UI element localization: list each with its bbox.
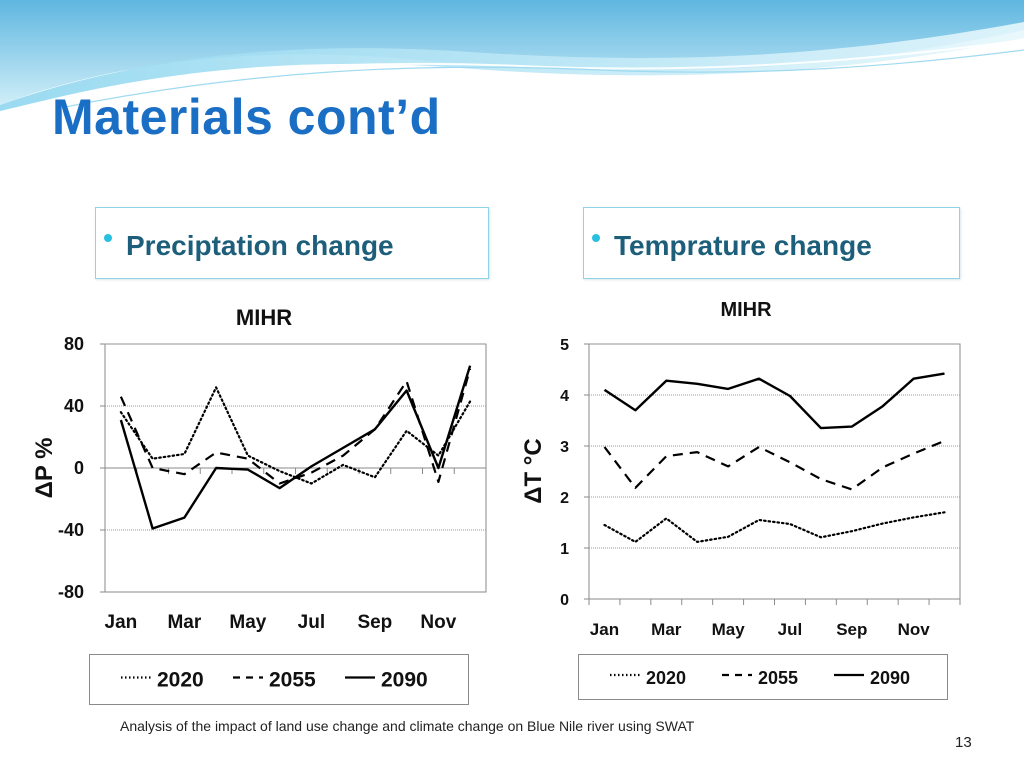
bullet-box-precipitation: Preciptation change xyxy=(95,207,489,279)
header-wave-decoration xyxy=(0,0,1024,113)
temperature-y-tick-label: 4 xyxy=(560,388,569,405)
temperature-legend-label-2090: 2090 xyxy=(870,668,910,688)
precipitation-y-tick-label: -80 xyxy=(58,582,84,602)
temperature-y-tick-label: 3 xyxy=(560,439,569,456)
temperature-x-tick-label: Mar xyxy=(651,620,682,639)
precipitation-legend-box xyxy=(89,654,469,705)
bullet-dot-icon xyxy=(592,234,600,242)
bullet-text-precipitation: Preciptation change xyxy=(126,230,394,261)
temperature-legend-label-2055: 2055 xyxy=(758,668,798,688)
precipitation-series-2090 xyxy=(119,365,472,530)
temperature-series-2020 xyxy=(603,511,946,544)
page-number: 13 xyxy=(955,734,972,751)
precipitation-x-tick-label: Mar xyxy=(167,612,201,633)
temperature-x-tick-label: Sep xyxy=(836,620,867,639)
bullet-box-temperature: Temprature change xyxy=(583,207,960,279)
footer-citation: Analysis of the impact of land use chang… xyxy=(120,718,695,734)
precipitation-legend-label-2020: 2020 xyxy=(157,669,204,692)
bullet-dot-icon xyxy=(104,234,112,242)
temperature-legend-label-2020: 2020 xyxy=(646,668,686,688)
temperature-y-tick-label: 1 xyxy=(560,541,569,558)
precipitation-x-tick-label: Nov xyxy=(420,612,456,633)
temperature-x-tick-label: Jan xyxy=(590,620,619,639)
slide-title: Materials cont’d xyxy=(52,89,441,145)
precipitation-x-tick-label: May xyxy=(229,612,266,633)
precipitation-x-tick-label: Sep xyxy=(357,612,392,633)
precipitation-x-tick-label: Jul xyxy=(298,612,325,633)
precipitation-legend-label-2090: 2090 xyxy=(381,669,428,692)
precipitation-x-tick-label: Jan xyxy=(105,612,138,633)
temperature-x-tick-label: May xyxy=(712,620,746,639)
temperature-plot-area xyxy=(588,343,961,600)
precipitation-y-tick-label: 80 xyxy=(64,334,84,354)
temperature-x-tick-label: Jul xyxy=(778,620,803,639)
precipitation-y-tick-label: 0 xyxy=(74,458,84,478)
precipitation-legend-label-2055: 2055 xyxy=(269,669,316,692)
bullet-text-temperature: Temprature change xyxy=(614,230,872,261)
temperature-x-tick-label: Nov xyxy=(898,620,931,639)
precipitation-y-axis-label: ΔP % xyxy=(31,438,58,499)
temperature-y-tick-label: 5 xyxy=(560,337,569,354)
temperature-y-axis-label: ΔT °C xyxy=(520,438,547,504)
temperature-y-tick-label: 2 xyxy=(560,490,569,507)
temperature-legend-box xyxy=(578,654,948,700)
precipitation-y-tick-label: -40 xyxy=(58,520,84,540)
precipitation-y-tick-label: 40 xyxy=(64,396,84,416)
temperature-series-2090 xyxy=(603,372,945,430)
temperature-y-tick-label: 0 xyxy=(560,592,569,609)
precipitation-chart-title: MIHR xyxy=(236,305,292,330)
temperature-series-2055 xyxy=(603,439,945,491)
temperature-chart-title: MIHR xyxy=(720,299,772,321)
